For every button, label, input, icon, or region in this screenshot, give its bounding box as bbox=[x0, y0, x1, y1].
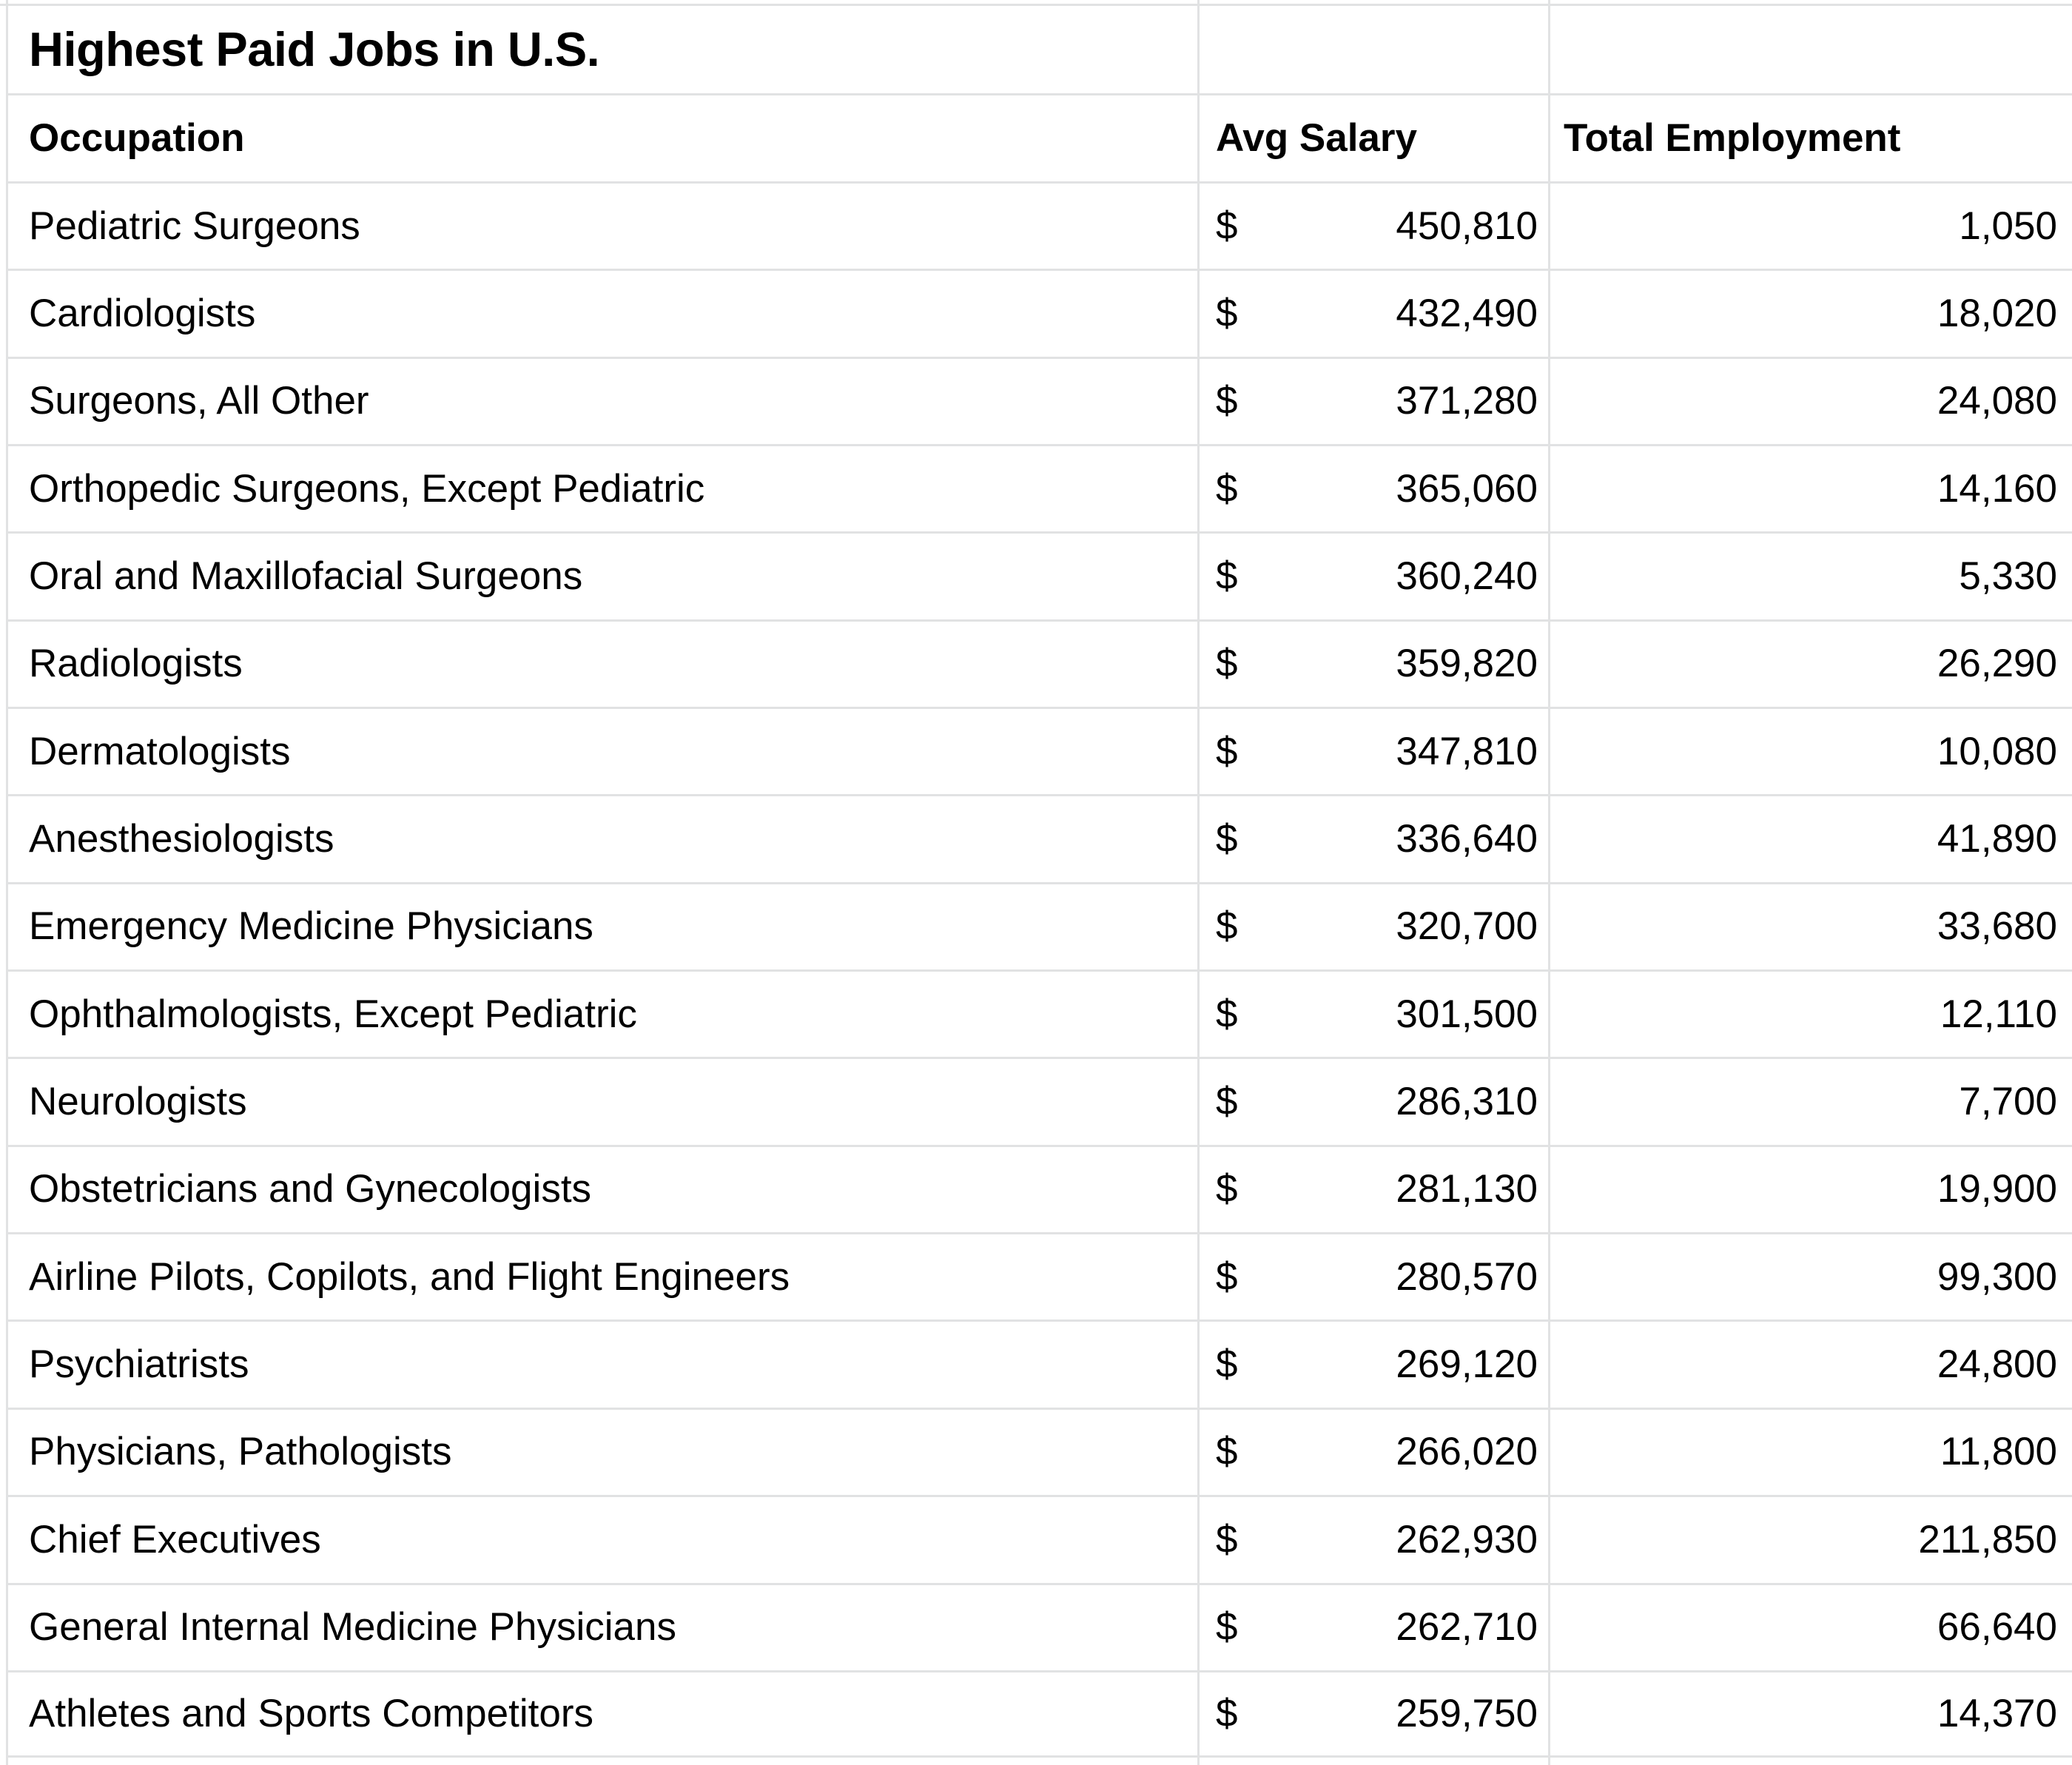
total-employment-cell[interactable]: 12,110 bbox=[1548, 969, 2072, 1058]
currency-symbol: $ bbox=[1216, 1430, 1238, 1474]
avg-salary-cell[interactable]: $281,130 bbox=[1197, 1144, 1548, 1233]
total-employment-cell[interactable]: 211,850 bbox=[1548, 1495, 2072, 1583]
currency-symbol: $ bbox=[1216, 204, 1238, 248]
salary-value: 432,490 bbox=[1396, 291, 1538, 335]
occupation-cell[interactable]: Dermatologists bbox=[6, 707, 1197, 795]
avg-salary-cell[interactable]: $365,060 bbox=[1197, 444, 1548, 532]
currency-symbol: $ bbox=[1216, 1342, 1238, 1386]
column-header-occupation[interactable]: Occupation bbox=[6, 93, 1197, 181]
currency-symbol: $ bbox=[1216, 1517, 1238, 1561]
occupation-cell[interactable]: Neurologists bbox=[6, 1057, 1197, 1145]
currency-symbol: $ bbox=[1216, 1605, 1238, 1650]
total-employment-cell[interactable]: 11,800 bbox=[1548, 1407, 2072, 1496]
salary-value: 269,120 bbox=[1396, 1342, 1538, 1386]
occupation-cell[interactable]: Pediatric Surgeons bbox=[6, 181, 1197, 269]
currency-symbol: $ bbox=[1216, 1167, 1238, 1211]
currency-symbol: $ bbox=[1216, 816, 1238, 861]
salary-value: 266,020 bbox=[1396, 1430, 1538, 1474]
salary-value: 262,930 bbox=[1396, 1517, 1538, 1561]
salary-value: 371,280 bbox=[1396, 379, 1538, 423]
avg-salary-cell[interactable]: $320,700 bbox=[1197, 881, 1548, 970]
occupation-cell[interactable]: Ophthalmologists, Except Pediatric bbox=[6, 969, 1197, 1058]
sheet-title-cell[interactable]: Highest Paid Jobs in U.S. bbox=[6, 4, 1197, 93]
salary-value: 336,640 bbox=[1396, 816, 1538, 861]
occupation-cell[interactable]: Anesthesiologists bbox=[6, 794, 1197, 882]
total-employment-cell[interactable]: 41,890 bbox=[1548, 794, 2072, 882]
total-employment-cell[interactable]: 99,300 bbox=[1548, 1232, 2072, 1320]
occupation-cell[interactable]: Cardiologists bbox=[6, 269, 1197, 357]
total-employment-cell[interactable]: 19,900 bbox=[1548, 1144, 2072, 1233]
currency-symbol: $ bbox=[1216, 379, 1238, 423]
salary-value: 360,240 bbox=[1396, 554, 1538, 598]
avg-salary-cell[interactable]: $266,020 bbox=[1197, 1407, 1548, 1496]
avg-salary-cell[interactable]: $286,310 bbox=[1197, 1057, 1548, 1145]
empty-cell[interactable] bbox=[1197, 4, 1548, 93]
total-employment-cell[interactable]: 14,160 bbox=[1548, 444, 2072, 532]
currency-symbol: $ bbox=[1216, 291, 1238, 335]
avg-salary-cell[interactable]: $360,240 bbox=[1197, 531, 1548, 619]
avg-salary-cell[interactable]: $432,490 bbox=[1197, 269, 1548, 357]
avg-salary-cell[interactable]: $262,710 bbox=[1197, 1582, 1548, 1670]
occupation-cell[interactable]: Psychiatrists bbox=[6, 1319, 1197, 1408]
avg-salary-cell[interactable]: $359,820 bbox=[1197, 619, 1548, 707]
currency-symbol: $ bbox=[1216, 1691, 1238, 1735]
occupation-cell[interactable]: Radiologists bbox=[6, 619, 1197, 707]
total-employment-cell[interactable]: 66,640 bbox=[1548, 1582, 2072, 1670]
occupation-cell[interactable]: Surgeons, All Other bbox=[6, 356, 1197, 445]
total-employment-cell[interactable]: 5,330 bbox=[1548, 531, 2072, 619]
salary-value: 365,060 bbox=[1396, 466, 1538, 511]
avg-salary-cell[interactable]: $301,500 bbox=[1197, 969, 1548, 1058]
occupation-cell[interactable]: Obstetricians and Gynecologists bbox=[6, 1144, 1197, 1233]
salary-value: 281,130 bbox=[1396, 1167, 1538, 1211]
occupation-cell[interactable]: Emergency Medicine Physicians bbox=[6, 881, 1197, 970]
salary-value: 259,750 bbox=[1396, 1691, 1538, 1735]
occupation-cell[interactable]: Physicians, Pathologists bbox=[6, 1407, 1197, 1496]
salary-value: 450,810 bbox=[1396, 204, 1538, 248]
total-employment-cell[interactable]: 26,290 bbox=[1548, 619, 2072, 707]
avg-salary-cell[interactable]: $259,750 bbox=[1197, 1670, 1548, 1758]
total-employment-cell[interactable]: 24,800 bbox=[1548, 1319, 2072, 1408]
avg-salary-cell[interactable]: $336,640 bbox=[1197, 794, 1548, 882]
total-employment-cell[interactable]: 24,080 bbox=[1548, 356, 2072, 445]
currency-symbol: $ bbox=[1216, 642, 1238, 686]
salary-value: 320,700 bbox=[1396, 904, 1538, 949]
currency-symbol: $ bbox=[1216, 729, 1238, 773]
salary-value: 347,810 bbox=[1396, 729, 1538, 773]
empty-cell[interactable] bbox=[1548, 4, 2072, 93]
currency-symbol: $ bbox=[1216, 1254, 1238, 1299]
avg-salary-cell[interactable]: $450,810 bbox=[1197, 181, 1548, 269]
total-employment-cell[interactable]: 33,680 bbox=[1548, 881, 2072, 970]
salary-value: 286,310 bbox=[1396, 1079, 1538, 1123]
currency-symbol: $ bbox=[1216, 1079, 1238, 1123]
salary-value: 359,820 bbox=[1396, 642, 1538, 686]
total-employment-cell[interactable]: 10,080 bbox=[1548, 707, 2072, 795]
currency-symbol: $ bbox=[1216, 904, 1238, 949]
sheet-table: Highest Paid Jobs in U.S. Occupation Avg… bbox=[6, 4, 2072, 1758]
salary-value: 262,710 bbox=[1396, 1605, 1538, 1650]
occupation-cell[interactable]: Chief Executives bbox=[6, 1495, 1197, 1583]
total-employment-cell[interactable]: 14,370 bbox=[1548, 1670, 2072, 1758]
currency-symbol: $ bbox=[1216, 466, 1238, 511]
avg-salary-cell[interactable]: $347,810 bbox=[1197, 707, 1548, 795]
total-employment-cell[interactable]: 18,020 bbox=[1548, 269, 2072, 357]
column-header-total-employment[interactable]: Total Employment bbox=[1548, 93, 2072, 181]
column-header-avg-salary[interactable]: Avg Salary bbox=[1197, 93, 1548, 181]
currency-symbol: $ bbox=[1216, 554, 1238, 598]
avg-salary-cell[interactable]: $371,280 bbox=[1197, 356, 1548, 445]
occupation-cell[interactable]: Oral and Maxillofacial Surgeons bbox=[6, 531, 1197, 619]
occupation-cell[interactable]: Airline Pilots, Copilots, and Flight Eng… bbox=[6, 1232, 1197, 1320]
salary-value: 280,570 bbox=[1396, 1254, 1538, 1299]
total-employment-cell[interactable]: 1,050 bbox=[1548, 181, 2072, 269]
currency-symbol: $ bbox=[1216, 992, 1238, 1036]
occupation-cell[interactable]: Athletes and Sports Competitors bbox=[6, 1670, 1197, 1758]
avg-salary-cell[interactable]: $262,930 bbox=[1197, 1495, 1548, 1583]
avg-salary-cell[interactable]: $280,570 bbox=[1197, 1232, 1548, 1320]
salary-value: 301,500 bbox=[1396, 992, 1538, 1036]
avg-salary-cell[interactable]: $269,120 bbox=[1197, 1319, 1548, 1408]
occupation-cell[interactable]: Orthopedic Surgeons, Except Pediatric bbox=[6, 444, 1197, 532]
occupation-cell[interactable]: General Internal Medicine Physicians bbox=[6, 1582, 1197, 1670]
total-employment-cell[interactable]: 7,700 bbox=[1548, 1057, 2072, 1145]
